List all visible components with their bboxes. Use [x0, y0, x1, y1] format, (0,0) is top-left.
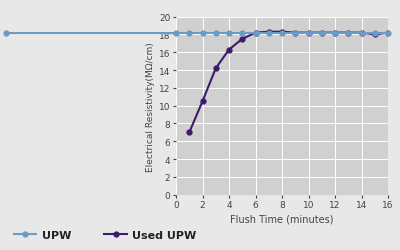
Used UPW	[372, 34, 377, 37]
Used UPW	[346, 32, 351, 35]
Used UPW	[226, 49, 231, 52]
Legend: UPW, Used UPW: UPW, Used UPW	[10, 226, 201, 244]
Used UPW	[293, 32, 298, 35]
Used UPW	[266, 31, 271, 34]
Used UPW	[240, 38, 245, 41]
Y-axis label: Electrical Resistivity(MΩ/cm): Electrical Resistivity(MΩ/cm)	[146, 42, 155, 171]
Used UPW	[319, 32, 324, 35]
Line: Used UPW: Used UPW	[187, 30, 390, 135]
Used UPW	[359, 32, 364, 35]
Used UPW	[200, 100, 205, 103]
Used UPW	[386, 32, 390, 35]
Used UPW	[333, 32, 338, 35]
Used UPW	[280, 31, 284, 34]
Used UPW	[187, 132, 192, 134]
Used UPW	[253, 32, 258, 35]
X-axis label: Flush Time (minutes): Flush Time (minutes)	[230, 214, 334, 224]
Used UPW	[213, 68, 218, 70]
Used UPW	[306, 32, 311, 35]
